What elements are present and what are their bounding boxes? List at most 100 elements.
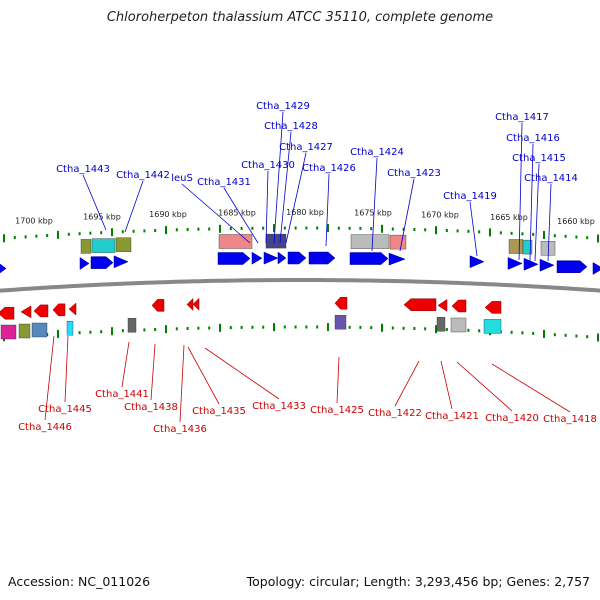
reverse-gene-arrow — [0, 306, 15, 320]
forward-gene-label: Ctha_1424 — [350, 147, 404, 158]
reverse-gene-arrow — [20, 305, 32, 319]
forward-gene-arrow — [287, 251, 307, 265]
inner-scale-tick — [121, 329, 124, 333]
inner-scale-tick — [532, 331, 535, 335]
outer-scale-tick — [553, 234, 556, 238]
forward-label-leader — [82, 174, 107, 231]
inner-scale-tick — [78, 331, 81, 335]
outer-scale-tick — [143, 229, 146, 233]
outer-scale-tick — [370, 227, 373, 231]
outer-scale-tick — [13, 236, 16, 240]
reverse-gene-label: Ctha_1421 — [425, 411, 479, 422]
reverse-gene-arrow — [192, 297, 200, 311]
inner-scale-tick — [251, 325, 254, 329]
inner-scale-tick — [229, 326, 232, 330]
outer-scale-tick — [229, 227, 232, 231]
forward-label-leader — [547, 183, 552, 262]
forward-label-leader — [265, 170, 269, 244]
inner-scale-tick — [186, 327, 189, 330]
reverse-gene-label: Ctha_1441 — [95, 389, 149, 400]
inner-scale-tick — [553, 333, 556, 337]
forward-gene-arrow — [308, 251, 336, 265]
forward-gene-label: Ctha_1414 — [524, 173, 578, 184]
reverse-label-leader — [204, 347, 280, 400]
scale-label: 1670 kbp — [421, 210, 459, 219]
outer-scale-tick — [165, 226, 167, 235]
inner-scale-tick — [445, 328, 448, 331]
inner-scale-tick — [154, 328, 157, 331]
forward-gene-arrow — [251, 251, 263, 265]
feature-block — [334, 315, 347, 330]
outer-scale-tick — [197, 227, 200, 231]
forward-gene-arrow — [217, 252, 251, 265]
outer-scale-tick — [478, 230, 481, 234]
outer-scale-tick — [597, 234, 599, 243]
reverse-gene-arrow — [334, 296, 348, 310]
forward-gene-arrow — [277, 251, 287, 265]
outer-scale-tick — [294, 226, 297, 230]
forward-label-leader — [469, 201, 478, 257]
reverse-gene-label: Ctha_1445 — [38, 404, 92, 415]
reverse-label-leader — [491, 363, 571, 413]
outer-scale-tick — [359, 226, 362, 230]
inner-scale-tick — [283, 325, 286, 329]
reverse-gene-label: Ctha_1422 — [368, 408, 422, 419]
forward-gene-label: leuS — [171, 173, 193, 184]
outer-scale-tick — [510, 231, 513, 235]
forward-gene-label: Ctha_1417 — [495, 112, 549, 123]
outer-scale-tick — [337, 226, 340, 230]
inner-scale-tick — [424, 327, 427, 331]
inner-scale-tick — [208, 326, 211, 330]
outer-scale-tick — [208, 227, 211, 231]
forward-gene-arrow — [469, 255, 485, 269]
reverse-gene-label: Ctha_1418 — [543, 414, 597, 425]
forward-gene-arrow — [592, 262, 600, 275]
outer-scale-tick — [489, 228, 491, 237]
inner-scale-tick — [294, 325, 297, 329]
forward-gene-arrow — [263, 251, 279, 265]
feature-block — [66, 321, 74, 336]
reverse-gene-label: Ctha_1435 — [192, 406, 246, 417]
forward-gene-arrow — [539, 258, 555, 272]
forward-gene-label: Ctha_1415 — [512, 153, 566, 164]
feature-block — [389, 234, 407, 250]
outer-scale-tick — [391, 227, 394, 231]
reverse-gene-arrow — [484, 301, 502, 314]
inner-scale-tick — [521, 331, 524, 335]
inner-scale-tick — [57, 329, 59, 338]
inner-scale-tick — [89, 330, 92, 334]
inner-scale-tick — [175, 327, 178, 331]
feature-block — [350, 234, 390, 249]
inner-scale-tick — [111, 327, 113, 336]
outer-scale-tick — [327, 224, 329, 233]
forward-gene-arrow — [388, 252, 406, 266]
forward-label-leader — [181, 183, 251, 244]
scale-label: 1680 kbp — [286, 208, 324, 217]
forward-gene-label: Ctha_1416 — [506, 133, 560, 144]
reverse-label-leader — [44, 335, 55, 421]
outer-scale-tick — [283, 226, 286, 230]
reverse-gene-label: Ctha_1436 — [153, 424, 207, 435]
outer-scale-tick — [456, 229, 459, 233]
forward-gene-arrow — [79, 257, 90, 270]
forward-gene-label: Ctha_1423 — [387, 168, 441, 179]
inner-scale-tick — [597, 333, 599, 342]
forward-label-leader — [124, 180, 144, 233]
inner-scale-tick — [327, 323, 329, 332]
reverse-label-leader — [64, 335, 69, 403]
feature-block — [450, 317, 467, 333]
forward-label-leader — [371, 157, 378, 252]
forward-label-leader — [518, 122, 523, 261]
inner-scale-tick — [575, 334, 578, 338]
feature-block — [265, 233, 287, 249]
forward-label-leader — [285, 152, 307, 244]
inner-scale-tick — [316, 325, 319, 329]
outer-scale-tick — [305, 226, 308, 230]
reverse-gene-arrow — [151, 299, 165, 312]
feature-block — [0, 324, 17, 340]
forward-gene-arrow — [349, 252, 389, 265]
reverse-label-leader — [336, 356, 340, 404]
inner-scale-tick — [305, 325, 308, 329]
feature-block — [436, 317, 446, 332]
